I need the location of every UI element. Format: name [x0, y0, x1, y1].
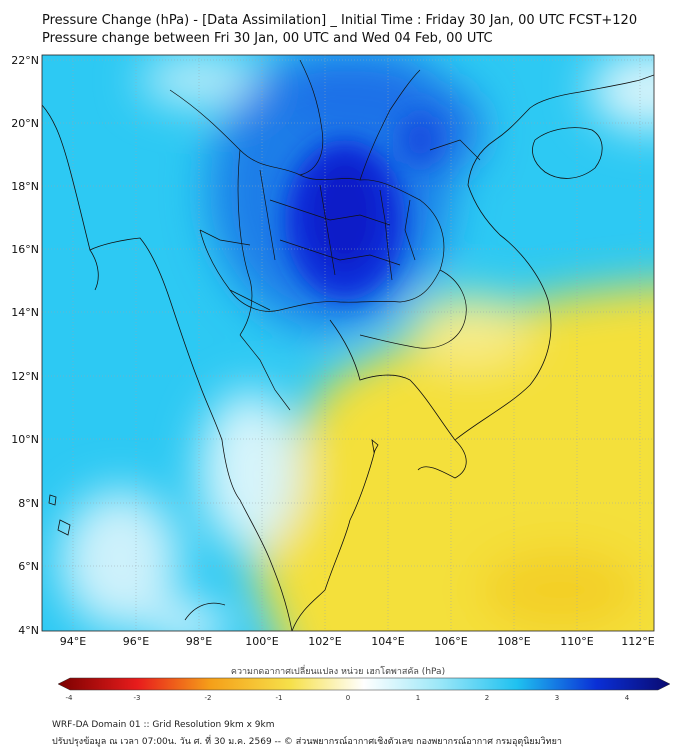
- colorbar-tick: 2: [485, 694, 489, 702]
- lat-label: 6°N: [18, 560, 39, 573]
- graticule: [42, 55, 654, 631]
- lat-label: 10°N: [11, 433, 39, 446]
- lat-label: 8°N: [18, 497, 39, 510]
- lon-label: 102°E: [308, 635, 341, 648]
- admin-borders: [169, 59, 481, 411]
- chart-subtitle: Pressure change between Fri 30 Jan, 00 U…: [42, 31, 493, 46]
- lat-label: 12°N: [11, 370, 39, 383]
- lon-label: 110°E: [560, 635, 593, 648]
- lat-label: 22°N: [11, 54, 39, 67]
- footer-model-info: WRF-DA Domain 01 :: Grid Resolution 9km …: [52, 720, 275, 730]
- lat-label: 16°N: [11, 243, 39, 256]
- colorbar-tick: -1: [276, 694, 283, 702]
- lat-label: 18°N: [11, 180, 39, 193]
- colorbar-tick: -2: [205, 694, 212, 702]
- colorbar-tick: 3: [555, 694, 559, 702]
- colorbar: -4 -3 -2 -1 0 1 2 3 4: [57, 677, 671, 702]
- lon-label: 106°E: [434, 635, 467, 648]
- lon-label: 98°E: [186, 635, 212, 648]
- colorbar-tick: 1: [416, 694, 420, 702]
- lon-label: 96°E: [123, 635, 149, 648]
- lon-label: 112°E: [621, 635, 654, 648]
- lon-axis: 94°E 96°E 98°E 100°E 102°E 104°E 106°E 1…: [60, 635, 655, 648]
- lat-label: 20°N: [11, 117, 39, 130]
- lon-label: 104°E: [371, 635, 404, 648]
- footer-credit: ปรับปรุงข้อมูล ณ เวลา 07:00น. วัน ศ. ที่…: [52, 737, 562, 747]
- colorbar-tick: 0: [346, 694, 350, 702]
- lat-axis: 22°N 20°N 18°N 16°N 14°N 12°N 10°N 8°N 6…: [11, 54, 39, 637]
- lat-label: 14°N: [11, 306, 39, 319]
- lon-label: 100°E: [245, 635, 278, 648]
- map-frame: [41, 54, 655, 632]
- colorbar-tick: -4: [66, 694, 74, 702]
- lon-label: 94°E: [60, 635, 86, 648]
- colorbar-bar: [57, 677, 671, 691]
- colorbar-tick: -3: [134, 694, 141, 702]
- pressure-field: [42, 55, 654, 631]
- lon-label: 108°E: [497, 635, 530, 648]
- chart-title: Pressure Change (hPa) - [Data Assimilati…: [42, 13, 638, 28]
- colorbar-title: ความกดอากาศเปลี่ยนแปลง หน่วย เฮกโตพาสคัล…: [230, 667, 446, 677]
- coastlines: [42, 74, 654, 631]
- lat-label: 4°N: [18, 624, 39, 637]
- colorbar-tick: 4: [625, 694, 630, 702]
